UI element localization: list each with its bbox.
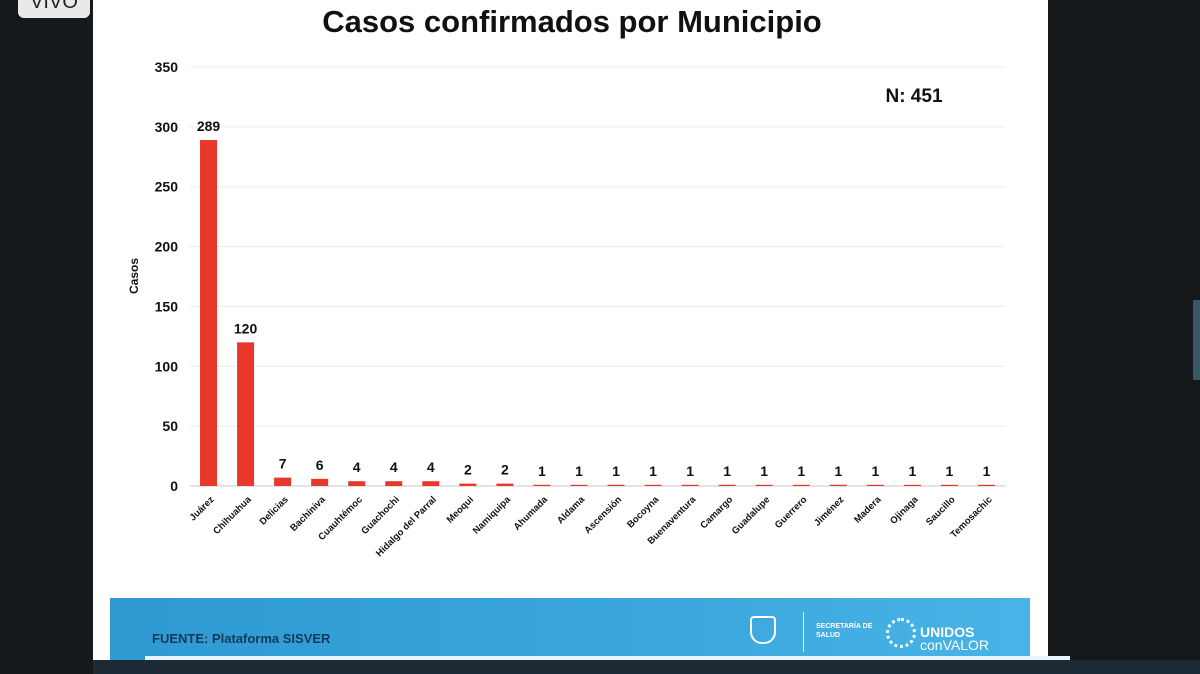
bar-17	[829, 484, 847, 486]
unidos-logo-line1: UNIDOS	[920, 624, 975, 640]
bar-4	[348, 481, 366, 486]
y-axis-ticks: 0 50 100 150 200 250 300 350	[155, 59, 179, 494]
bar-2	[274, 477, 292, 486]
data-label: 1	[983, 463, 991, 479]
data-label: 1	[723, 463, 731, 479]
y-tick-label: 150	[155, 298, 179, 314]
x-tick-label: Meoqui	[445, 494, 476, 525]
bar-3	[311, 478, 329, 486]
secretaria-label: SECRETARÍA DE SALUD	[816, 623, 873, 639]
bar-chart: 0 50 100 150 200 250 300 350 289 120 7 6 4 4 4 2 2 1 1 1 1 1…	[127, 4, 1005, 559]
unidos-logo-line2: conVALOR	[920, 637, 989, 653]
bar-18	[866, 484, 884, 486]
y-tick-label: 0	[170, 478, 178, 494]
data-label: 7	[279, 456, 287, 472]
x-tick-label: Bocoyna	[625, 494, 662, 531]
gridlines	[190, 66, 1005, 487]
data-label: 1	[760, 463, 768, 479]
x-tick-label: Saucillo	[924, 494, 958, 528]
data-label: 289	[197, 118, 221, 134]
x-tick-label: Madera	[852, 494, 884, 526]
unidos-logo-icon	[886, 618, 916, 648]
footer-source: FUENTE: Plataforma SISVER	[152, 631, 331, 646]
x-tick-label: Aldama	[555, 494, 588, 527]
x-tick-label: Guadalupe	[730, 494, 772, 536]
x-tick-label: Chihuahua	[211, 494, 254, 537]
data-label: 120	[234, 320, 258, 336]
data-label: 1	[686, 463, 694, 479]
bar-7	[459, 483, 477, 486]
data-label: 1	[575, 463, 583, 479]
data-label: 2	[464, 462, 472, 478]
data-label: 1	[797, 463, 805, 479]
bar-1	[237, 342, 255, 486]
y-tick-label: 350	[155, 59, 179, 75]
x-tick-label: Ascensión	[582, 494, 624, 536]
bar-13	[681, 484, 699, 486]
live-badge: VIVO	[18, 0, 90, 18]
data-label: 1	[834, 463, 842, 479]
bar-9	[533, 484, 551, 486]
bar-14	[718, 484, 736, 486]
y-axis-label: Casos	[127, 258, 141, 294]
live-label: VIVO	[30, 0, 78, 13]
bar-15	[755, 484, 773, 486]
data-label: 4	[390, 459, 398, 475]
bar-12	[644, 484, 662, 486]
data-label: 1	[649, 463, 657, 479]
bar-16	[792, 484, 810, 486]
data-label: 1	[538, 463, 546, 479]
bar-10	[570, 484, 588, 486]
bar-6	[422, 481, 440, 486]
bar-11	[607, 484, 625, 486]
data-label: 1	[871, 463, 879, 479]
x-tick-label: Camargo	[698, 494, 735, 531]
data-label: 1	[612, 463, 620, 479]
y-tick-label: 100	[155, 358, 179, 374]
bar-8	[496, 483, 514, 486]
bar-21	[977, 484, 995, 486]
y-tick-label: 50	[162, 418, 178, 434]
data-label: 1	[946, 463, 954, 479]
x-tick-label: Juárez	[188, 494, 217, 523]
bottom-strip	[93, 660, 1200, 674]
x-tick-label: Delicias	[258, 494, 291, 527]
chart-title: Casos confirmados por Municipio	[322, 4, 822, 39]
bar-0	[200, 140, 218, 487]
right-edge-accent	[1193, 300, 1200, 380]
bar-19	[903, 484, 921, 486]
data-label: 4	[353, 459, 361, 475]
x-tick-label: Guerrero	[773, 494, 810, 531]
data-label: 1	[908, 463, 916, 479]
footer-band: FUENTE: Plataforma SISVER SECRETARÍA DE …	[110, 598, 1030, 660]
y-tick-label: 250	[155, 179, 179, 195]
data-label: 6	[316, 457, 324, 473]
data-label: 2	[501, 462, 509, 478]
y-tick-label: 300	[155, 119, 179, 135]
footer-divider	[803, 612, 804, 652]
n-annotation: N: 451	[885, 86, 942, 107]
x-tick-label: Ahumada	[512, 494, 551, 533]
x-tick-label: Namiquipa	[471, 494, 514, 537]
bar-5	[385, 481, 403, 486]
bars	[200, 140, 995, 487]
x-tick-label: Jiménez	[812, 494, 846, 528]
bar-20	[940, 484, 958, 486]
slide	[93, 0, 1048, 660]
y-tick-label: 200	[155, 239, 179, 255]
x-tick-label: Ojinaga	[888, 494, 921, 527]
data-label: 4	[427, 459, 435, 475]
state-seal-icon	[750, 616, 776, 644]
data-labels: 289 120 7 6 4 4 4 2 2 1 1 1 1 1 1 1 1 1 1 1 1 1	[197, 118, 991, 479]
